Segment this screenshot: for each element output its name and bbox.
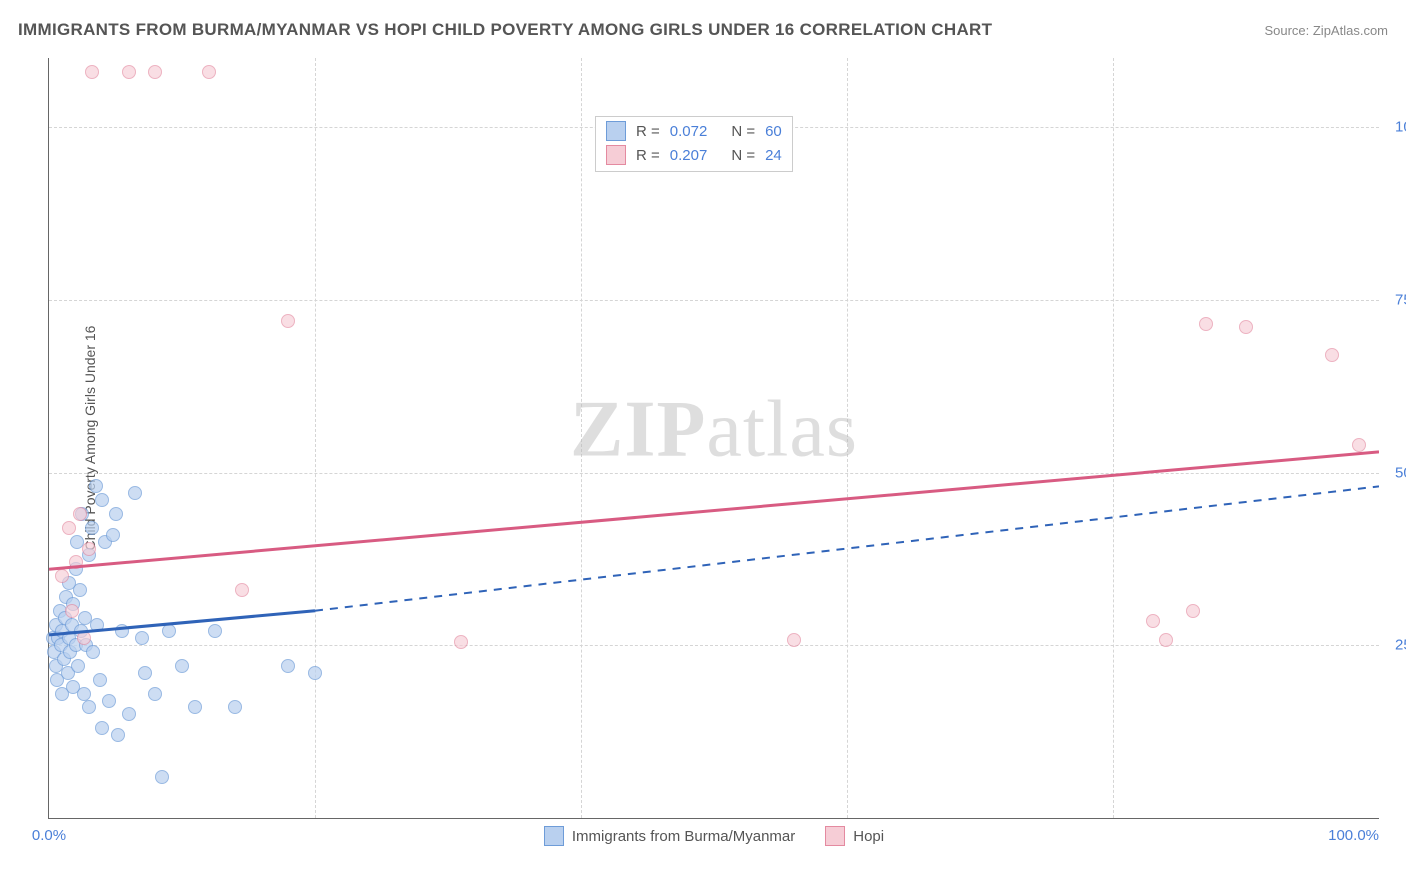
legend-top-row: R = 0.207 N = 24 (606, 143, 782, 167)
data-point-blue (95, 721, 109, 735)
data-point-pink (85, 65, 99, 79)
data-point-blue (208, 624, 222, 638)
data-point-blue (308, 666, 322, 680)
data-point-pink (281, 314, 295, 328)
legend-top: R = 0.072 N = 60 R = 0.207 N = 24 (595, 116, 793, 172)
data-point-pink (454, 635, 468, 649)
data-point-blue (73, 583, 87, 597)
trend-lines (49, 58, 1379, 818)
data-point-blue (228, 700, 242, 714)
data-point-blue (82, 700, 96, 714)
gridline-y (49, 645, 1379, 646)
data-point-pink (82, 542, 96, 556)
gridline-y (49, 300, 1379, 301)
watermark: ZIPatlas (570, 385, 858, 476)
legend-n-value: 24 (765, 147, 782, 164)
data-point-pink (1159, 633, 1173, 647)
data-point-blue (281, 659, 295, 673)
data-point-pink (73, 507, 87, 521)
data-point-blue (135, 631, 149, 645)
data-point-pink (1325, 348, 1339, 362)
gridline-x (581, 58, 582, 818)
data-point-blue (86, 645, 100, 659)
legend-n-label: N = (731, 123, 755, 140)
data-point-pink (69, 555, 83, 569)
legend-bottom-label: Hopi (853, 828, 884, 845)
ytick-label: 100.0% (1383, 119, 1406, 136)
data-point-blue (111, 728, 125, 742)
legend-top-row: R = 0.072 N = 60 (606, 119, 782, 143)
ytick-label: 50.0% (1383, 464, 1406, 481)
data-point-blue (162, 624, 176, 638)
gridline-x (847, 58, 848, 818)
data-point-blue (90, 618, 104, 632)
xtick-label: 0.0% (32, 827, 66, 844)
data-point-blue (122, 707, 136, 721)
data-point-pink (1199, 317, 1213, 331)
data-point-pink (148, 65, 162, 79)
legend-bottom-item: Hopi (825, 826, 884, 846)
legend-r-value: 0.072 (670, 123, 708, 140)
data-point-blue (106, 528, 120, 542)
data-point-blue (109, 507, 123, 521)
data-point-pink (787, 633, 801, 647)
data-point-blue (93, 673, 107, 687)
ytick-label: 75.0% (1383, 291, 1406, 308)
data-point-blue (85, 521, 99, 535)
data-point-pink (1146, 614, 1160, 628)
data-point-blue (148, 687, 162, 701)
data-point-pink (1352, 438, 1366, 452)
data-point-blue (115, 624, 129, 638)
data-point-blue (175, 659, 189, 673)
data-point-blue (188, 700, 202, 714)
legend-r-label: R = (636, 123, 660, 140)
data-point-blue (95, 493, 109, 507)
data-point-blue (102, 694, 116, 708)
data-point-pink (77, 631, 91, 645)
gridline-x (315, 58, 316, 818)
data-point-blue (128, 486, 142, 500)
legend-swatch (825, 826, 845, 846)
legend-swatch (606, 121, 626, 141)
data-point-pink (122, 65, 136, 79)
data-point-pink (62, 521, 76, 535)
legend-r-value: 0.207 (670, 147, 708, 164)
data-point-pink (55, 569, 69, 583)
legend-bottom-label: Immigrants from Burma/Myanmar (572, 828, 795, 845)
data-point-blue (155, 770, 169, 784)
data-point-blue (71, 659, 85, 673)
data-point-blue (138, 666, 152, 680)
data-point-pink (235, 583, 249, 597)
legend-bottom-item: Immigrants from Burma/Myanmar (544, 826, 795, 846)
data-point-pink (202, 65, 216, 79)
data-point-pink (65, 604, 79, 618)
data-point-blue (89, 479, 103, 493)
legend-n-value: 60 (765, 123, 782, 140)
data-point-pink (1239, 320, 1253, 334)
legend-swatch (544, 826, 564, 846)
xtick-label: 100.0% (1328, 827, 1379, 844)
chart-title: IMMIGRANTS FROM BURMA/MYANMAR VS HOPI CH… (18, 20, 992, 40)
trendline-pink (49, 452, 1379, 569)
legend-r-label: R = (636, 147, 660, 164)
plot-area: ZIPatlas R = 0.072N = 60R = 0.207N = 24 … (48, 58, 1379, 819)
data-point-blue (77, 687, 91, 701)
legend-n-label: N = (731, 147, 755, 164)
gridline-y (49, 473, 1379, 474)
data-point-pink (1186, 604, 1200, 618)
ytick-label: 25.0% (1383, 637, 1406, 654)
legend-bottom: Immigrants from Burma/Myanmar Hopi (49, 826, 1379, 846)
gridline-x (1113, 58, 1114, 818)
legend-swatch (606, 145, 626, 165)
source-label: Source: ZipAtlas.com (1264, 23, 1388, 38)
